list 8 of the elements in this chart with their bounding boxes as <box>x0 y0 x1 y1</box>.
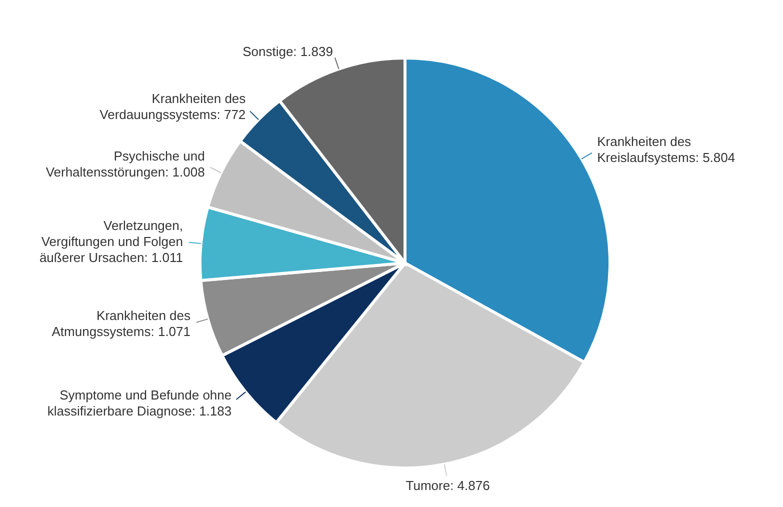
slice-label: Symptome und Befunde ohne klassifizierbare Diagnose: 1.183 <box>47 387 232 418</box>
slice-label: Psychische und Verhaltensstörungen: 1.008 <box>46 148 205 180</box>
slice-label: Sonstige: 1.839 <box>242 44 333 59</box>
slice-label: Tumore: 4.876 <box>406 478 490 493</box>
slice-label: Krankheiten des Verdauungssystems: 772 <box>100 90 246 122</box>
slice-label: Krankheiten des Atmungssystems: 1.071 <box>52 308 192 339</box>
slice-label: Verletzungen, Vergiftungen und Folgen äußerer Ursachen: 1.011 <box>39 218 184 265</box>
slice-label: Krankheiten des Kreislaufsystems: 5.804 <box>597 134 736 165</box>
